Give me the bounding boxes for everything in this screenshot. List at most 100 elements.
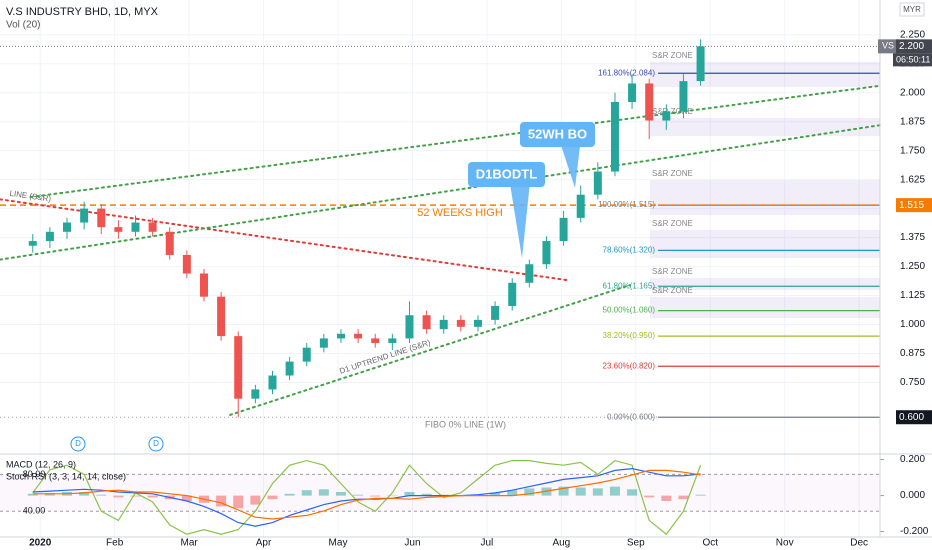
candle-body [234,336,243,399]
countdown-label: 06:50:11 [896,55,930,65]
price-badge [896,39,932,54]
zone-label: S&R ZONE [652,107,693,116]
candle-body [679,81,688,112]
candle-body [576,194,585,218]
x-tick-label: Feb [106,538,124,549]
zone-label: S&R ZONE [652,219,693,228]
candle-body [696,46,705,82]
macd-histogram-bar [507,490,518,496]
macd-histogram-bar [524,488,535,496]
macd-tick-label: 0.000 [900,490,925,501]
macd-histogram-bar [181,495,192,501]
zone-label: S&R ZONE [652,267,693,276]
candle-body [80,208,89,223]
macd-histogram-bar [96,494,107,496]
candle-body [473,319,482,327]
candle-body [645,83,654,121]
y-tick-label: 1.625 [900,174,925,185]
dividend-marker [148,436,164,452]
x-tick-label: Apr [256,538,272,549]
y-tick-label: 2.000 [900,87,925,98]
candle-body [251,389,260,399]
macd-histogram-bar [284,493,295,496]
candle-body [182,254,191,274]
macd-histogram-bar [27,493,38,496]
x-tick-label: Jun [404,538,420,549]
candle-body [97,208,106,228]
candle-body [610,101,619,172]
currency-box [899,2,925,17]
sr-zone [650,277,880,290]
x-tick-label: Sep [627,538,645,549]
macd-histogram-bar [627,489,638,496]
macd-histogram-bar [353,494,364,496]
x-tick-label: May [329,538,348,549]
candle-body [371,338,380,344]
macd-histogram-bar [113,495,124,498]
sr-zone [650,296,880,319]
x-tick-label: Nov [776,538,794,549]
symbol-badge [878,39,898,54]
candle-body [131,222,140,232]
price-badge-label: 1.515 [899,200,924,211]
dividend-label: D [153,439,159,448]
price-badge-label: 2.200 [899,41,924,52]
fib-label: 161.80%(2.084) [598,68,655,77]
candle-body [628,83,637,102]
sr-zone [650,117,880,137]
y-tick-label: 0.875 [900,348,925,359]
macd-histogram-bar [335,492,346,496]
fib-label: 0.00%(0.600) [607,412,655,421]
candle-body [422,315,431,330]
x-tick-label: Aug [552,538,570,549]
fib-label: 100.00%(1.515) [598,200,655,209]
trendline [0,198,571,282]
candle-body [63,222,72,232]
macd-histogram-bar [695,494,706,496]
symbol-title: V.S INDUSTRY BHD, 1D, MYX [6,6,159,18]
callout-pointer [510,186,530,258]
macd-histogram-bar [592,488,603,496]
y-tick-label: 1.875 [900,116,925,127]
y-tick-label: 2.250 [900,29,925,40]
y-tick-label: 1.125 [900,290,925,301]
candle-body [302,347,311,362]
stoch-line [32,459,702,536]
callout-box [520,122,595,147]
fib-label: 38.20%(0.950) [603,331,656,340]
macd-pane: 80.00 40.00 MACD (12, 26, 9) Stoch RSI (3, … [0,453,932,536]
macd-histogram-bar [267,495,278,500]
x-tick-label: Jul [481,538,494,549]
macd-title: MACD (12, 26, 9) [6,459,76,469]
candle-body [405,315,414,339]
candle-body [199,273,208,297]
signal-line [32,469,701,520]
currency-label: MYR [903,5,921,14]
sr-zone [650,180,880,216]
candle-body [456,319,465,327]
candle-body [45,231,54,242]
trendline [0,124,881,261]
macd-histogram-bar [558,486,569,496]
fib-note: FIBO 0% LINE (1W) [425,420,506,430]
fib-label: 78.60%(1.320) [603,245,656,254]
high-label: 52 WEEKS HIGH [417,207,503,219]
x-tick-label: 2020 [29,538,52,549]
price-badge-label: 0.600 [899,412,924,423]
macd-histogram-bar [130,495,141,497]
macd-histogram-bar [147,495,158,498]
macd-histogram-bar [575,487,586,496]
candle-body [525,264,534,283]
price-badge [896,410,932,425]
symbol-label: VS [882,41,894,51]
macd-tick-label: -0.200 [900,526,929,537]
stoch-title: Stoch RSI (3, 3, 14, 14, close) [6,471,126,481]
y-tick-label: 1.750 [900,145,925,156]
macd-histogram-bar [644,495,655,498]
macd-histogram-bar [490,492,501,496]
macd-histogram-bar [678,495,689,500]
zone-label: S&R ZONE [652,51,693,60]
y-tick-label: 1.250 [900,261,925,272]
sr-zone [650,229,880,258]
